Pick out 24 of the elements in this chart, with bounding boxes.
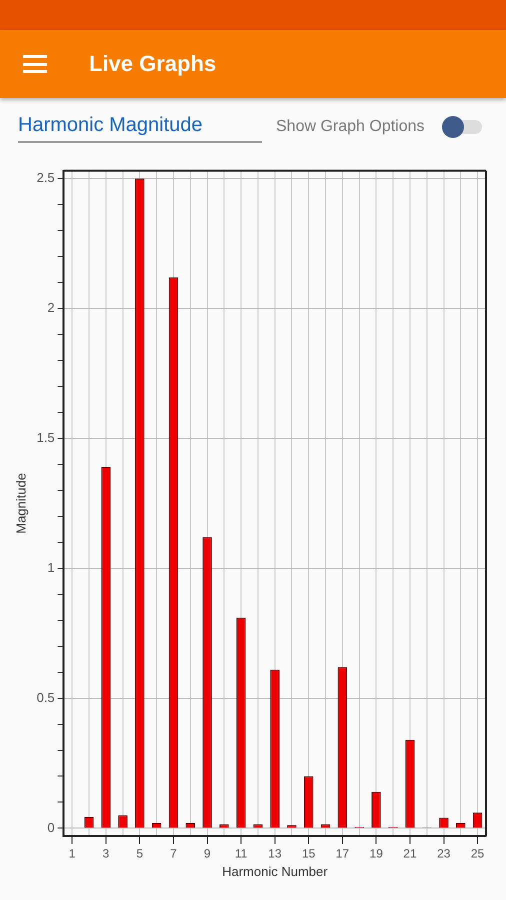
text: Show Graph Options: [276, 118, 425, 136]
x-tick-label: 7: [170, 846, 178, 861]
x-tick-label: 23: [437, 846, 451, 861]
x-tick-label: 5: [136, 846, 144, 861]
y-tick-label: 2.5: [36, 170, 55, 186]
x-tick-label: 15: [302, 846, 316, 861]
x-tick-label: 25: [470, 846, 485, 861]
y-tick-label: 2: [47, 300, 55, 316]
y-axis-title: Magnitude: [13, 473, 28, 534]
x-tick-label: 9: [204, 846, 211, 861]
x-tick-label: 21: [403, 846, 417, 861]
x-tick-label: 11: [234, 846, 248, 861]
y-tick-label: 0: [47, 820, 55, 835]
text: Live Graphs: [89, 51, 216, 77]
x-tick-label: 13: [268, 846, 282, 861]
x-tick-label: 1: [68, 846, 76, 861]
x-tick-label: 17: [336, 846, 350, 861]
y-tick-label: 0.5: [36, 690, 55, 705]
x-tick-label: 3: [102, 846, 110, 861]
y-tick-label: 1: [47, 560, 55, 575]
x-tick-label: 19: [370, 846, 384, 861]
chart-title: Harmonic Magnitude: [18, 114, 262, 143]
x-axis-title: Harmonic Number: [222, 864, 328, 879]
y-tick-label: 1.5: [36, 430, 55, 446]
